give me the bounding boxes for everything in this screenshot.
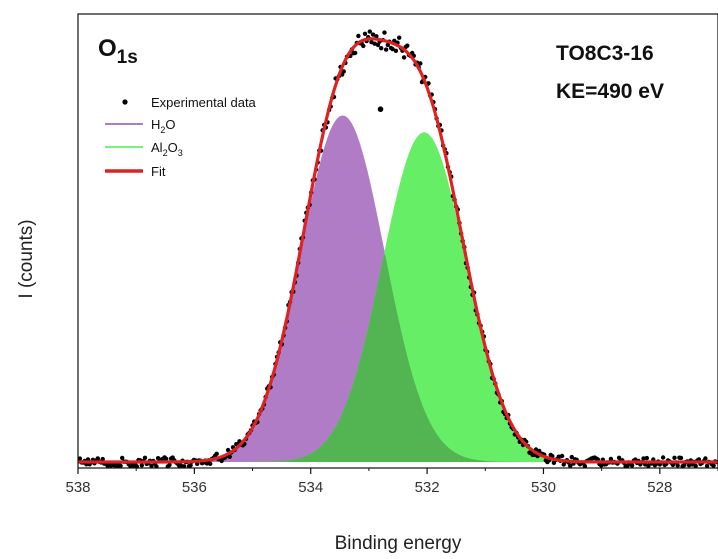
data-point: [660, 455, 666, 460]
data-point: [379, 46, 384, 51]
data-point: [225, 447, 231, 453]
data-point: [559, 453, 565, 459]
x-tick-label: 530: [531, 479, 556, 496]
sample-label: TO8C3-16: [556, 42, 654, 65]
data-point: [369, 40, 374, 45]
y-axis-title: I (counts): [16, 219, 37, 298]
data-point: [120, 455, 125, 461]
data-point: [561, 462, 566, 467]
data-point: [401, 55, 407, 60]
x-axis-title: Binding energy: [335, 533, 462, 554]
data-point: [551, 460, 557, 465]
legend-label-fit: Fit: [151, 164, 166, 179]
legend-label-h2o: H2O: [151, 117, 176, 135]
data-point: [385, 42, 390, 48]
data-point: [77, 456, 83, 461]
data-point: [677, 455, 682, 460]
data-point: [569, 454, 574, 460]
data-point: [397, 35, 402, 40]
data-point: [680, 464, 685, 469]
data-point: [367, 29, 372, 34]
data-point: [186, 464, 192, 469]
x-tick-label: 538: [65, 479, 90, 496]
x-tick-label: 534: [298, 479, 323, 496]
data-point: [100, 456, 105, 462]
fit-line: [78, 37, 718, 464]
x-tick-label: 536: [182, 479, 207, 496]
fit-layer: [78, 37, 718, 464]
al2o3-peak-area: [78, 132, 718, 463]
data-point: [393, 48, 399, 53]
data-point: [168, 456, 174, 461]
data-point: [686, 463, 692, 468]
data-point: [362, 31, 368, 36]
data-point: [527, 450, 532, 455]
legend-label-al2o3: Al2O3: [151, 140, 183, 158]
orbital-label: O1s: [98, 35, 138, 68]
peak-overlap-area: [78, 253, 718, 462]
data-point: [672, 455, 677, 460]
data-point: [568, 463, 573, 468]
axes-frame: [77, 13, 718, 469]
legend-label-experimental: Experimental data: [151, 95, 257, 110]
data-point: [608, 456, 614, 462]
data-point: [644, 455, 649, 461]
data-point: [623, 464, 628, 469]
data-point: [356, 33, 361, 39]
data-point: [370, 32, 376, 37]
data-point: [139, 463, 144, 468]
kinetic-energy-label: KE=490 eV: [556, 80, 664, 103]
legend: Experimental data H2O Al2O3 Fit: [105, 95, 257, 179]
peak-fills: [78, 115, 718, 463]
legend-marker-experimental: [122, 99, 128, 105]
data-point: [377, 106, 384, 112]
x-tick-label: 528: [647, 479, 672, 496]
data-point: [375, 42, 381, 48]
data-point: [548, 452, 553, 458]
data-point: [351, 51, 356, 56]
data-point: [652, 463, 658, 468]
data-point: [543, 458, 548, 463]
data-point: [382, 30, 387, 35]
x-tick-label: 532: [415, 479, 440, 496]
data-point: [208, 461, 213, 466]
data-point: [693, 463, 698, 469]
data-point: [641, 456, 646, 461]
data-point: [383, 47, 389, 52]
data-point: [149, 463, 154, 469]
data-point: [662, 462, 667, 468]
data-point: [142, 455, 148, 460]
data-point: [704, 463, 710, 469]
data-point: [388, 45, 394, 51]
data-point: [616, 455, 622, 460]
data-point: [155, 456, 161, 461]
x-ticks: 538 536 534 532 530 528: [65, 468, 718, 496]
